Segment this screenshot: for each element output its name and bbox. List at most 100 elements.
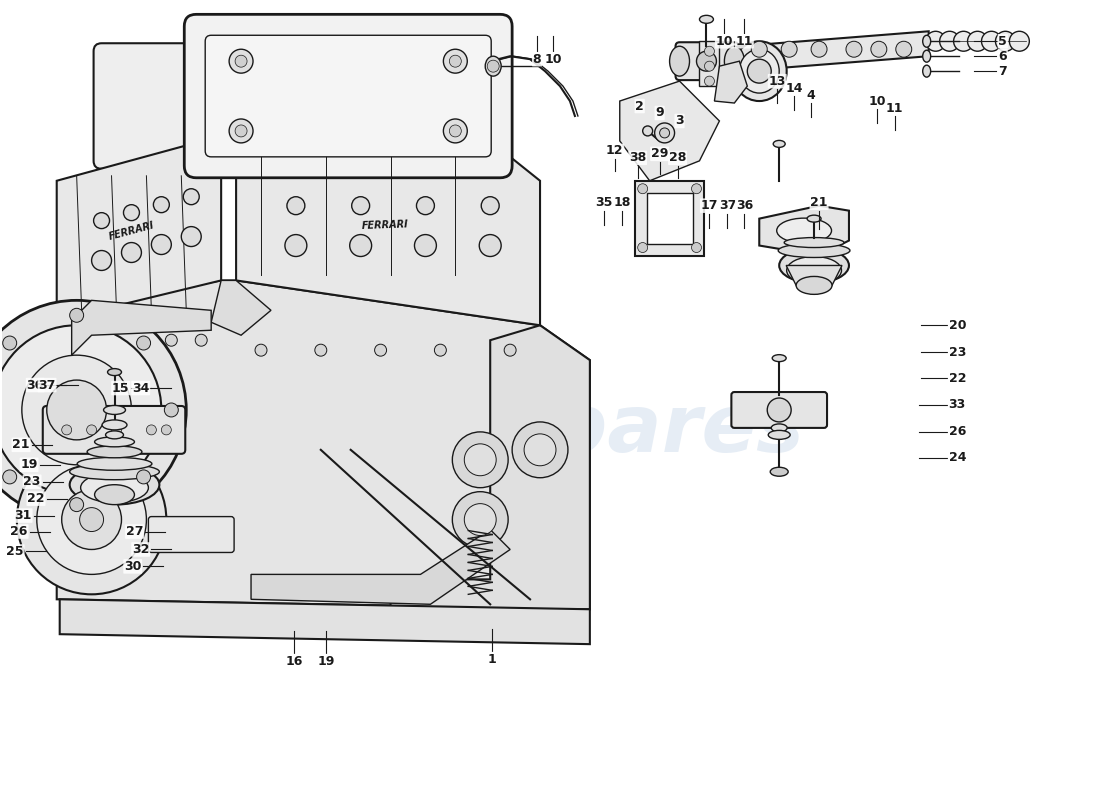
Text: 19: 19 [21,458,37,471]
Circle shape [452,432,508,488]
Ellipse shape [771,424,788,432]
Ellipse shape [77,458,152,470]
FancyBboxPatch shape [148,517,234,553]
Ellipse shape [807,215,821,222]
Text: 21: 21 [811,196,828,209]
Circle shape [751,42,767,57]
Text: 38: 38 [629,151,647,164]
Circle shape [162,425,172,435]
Circle shape [747,59,771,83]
Circle shape [69,498,84,512]
Polygon shape [57,281,590,610]
Circle shape [638,184,648,194]
Text: 31: 31 [14,509,32,522]
Text: 23: 23 [948,346,966,358]
Text: 10: 10 [544,53,562,66]
Ellipse shape [700,15,714,23]
Circle shape [504,344,516,356]
Text: 20: 20 [948,318,966,332]
Polygon shape [739,31,928,71]
Circle shape [182,226,201,246]
Ellipse shape [923,65,931,77]
Polygon shape [390,326,590,610]
Text: 36: 36 [26,378,44,391]
Circle shape [767,398,791,422]
Circle shape [996,31,1015,51]
Text: 17: 17 [701,199,718,212]
Text: 4: 4 [806,89,815,102]
Text: 2: 2 [636,99,645,113]
Polygon shape [211,281,271,335]
Text: 5: 5 [999,34,1008,48]
Circle shape [106,334,118,346]
Circle shape [152,234,172,254]
Text: 25: 25 [7,545,24,558]
Text: 7: 7 [999,65,1008,78]
Circle shape [417,197,434,214]
Text: 37: 37 [718,199,736,212]
Text: 26: 26 [948,426,966,438]
Circle shape [285,234,307,257]
Circle shape [895,42,912,57]
FancyBboxPatch shape [43,406,185,454]
Ellipse shape [773,141,785,147]
Circle shape [443,50,468,73]
Ellipse shape [80,473,148,502]
Text: FERRARI: FERRARI [362,220,409,231]
Ellipse shape [102,420,126,430]
Circle shape [36,465,146,574]
Circle shape [375,344,386,356]
Circle shape [62,490,121,550]
Circle shape [654,123,674,143]
Text: 12: 12 [606,144,624,158]
Text: 21: 21 [12,438,30,451]
Polygon shape [759,206,849,255]
Text: 14: 14 [785,82,803,94]
Text: 10: 10 [868,94,886,107]
Text: 22: 22 [28,492,45,505]
Circle shape [692,242,702,253]
Text: 13: 13 [769,74,785,88]
Circle shape [638,242,648,253]
Circle shape [229,119,253,143]
Circle shape [91,250,111,270]
Circle shape [464,444,496,476]
Polygon shape [619,81,719,181]
Circle shape [87,425,97,435]
Ellipse shape [772,354,786,362]
Ellipse shape [778,243,850,258]
Circle shape [415,234,437,257]
Circle shape [642,126,652,136]
Ellipse shape [768,430,790,439]
Circle shape [524,434,556,466]
Circle shape [135,334,147,346]
Polygon shape [714,61,747,103]
Circle shape [287,197,305,214]
Text: 18: 18 [613,196,630,209]
Circle shape [121,242,142,262]
Ellipse shape [923,50,931,62]
Circle shape [235,55,248,67]
Text: 34: 34 [132,382,150,394]
Circle shape [954,31,974,51]
Text: 36: 36 [736,199,752,212]
Text: 24: 24 [948,451,966,464]
Circle shape [123,205,140,221]
Circle shape [811,42,827,57]
Circle shape [195,334,207,346]
Circle shape [871,42,887,57]
Ellipse shape [784,238,844,247]
Circle shape [0,326,162,494]
Circle shape [692,184,702,194]
Circle shape [704,46,714,56]
Ellipse shape [108,369,121,375]
Circle shape [513,422,568,478]
Text: 30: 30 [124,560,142,573]
Text: 19: 19 [317,654,334,667]
Ellipse shape [779,248,849,283]
Ellipse shape [732,42,786,101]
Text: 8: 8 [532,53,541,66]
Ellipse shape [95,485,134,505]
Circle shape [146,425,156,435]
Text: 22: 22 [948,371,966,385]
